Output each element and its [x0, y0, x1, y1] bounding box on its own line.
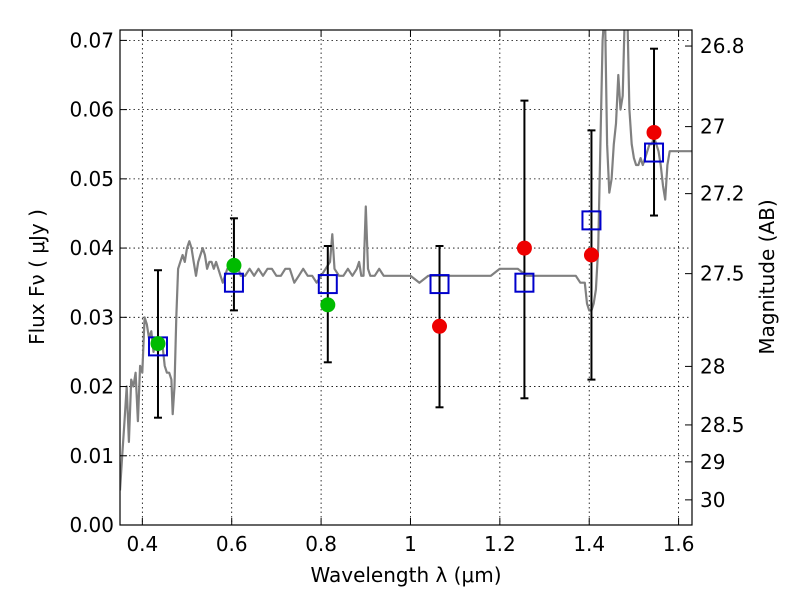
green-data-point — [150, 336, 166, 352]
right-tick-label: 27.2 — [700, 182, 745, 206]
y-tick-label: 0.02 — [69, 375, 114, 399]
right-tick-label: 28.5 — [700, 413, 745, 437]
model-photometry-square — [644, 142, 665, 163]
red-data-point — [516, 240, 532, 256]
x-tick-label: 1 — [404, 532, 417, 556]
grid-lines — [120, 30, 692, 526]
y-axis-ticks: 0.00 0.01 0.02 0.03 0.04 0.05 0.06 0.07 — [69, 28, 127, 537]
y-axis-title: Flux Fν ( μJy ) — [25, 209, 49, 345]
red-data-point — [583, 247, 599, 263]
model-photometry-square — [514, 272, 535, 293]
right-tick-label: 29 — [700, 450, 725, 474]
y-tick-label: 0.05 — [69, 167, 114, 191]
data-markers — [147, 124, 665, 357]
model-spectrum-line — [120, 30, 692, 491]
x-axis-ticks: 0.4 0.6 0.8 1 1.2 1.4 1.6 — [126, 30, 695, 556]
error-bars — [153, 47, 659, 419]
red-data-point — [646, 124, 662, 140]
y-tick-label: 0.04 — [69, 236, 114, 260]
model-photometry-square — [581, 210, 602, 231]
model-spectrum — [120, 30, 692, 491]
x-tick-label: 1.6 — [663, 532, 695, 556]
x-tick-label: 1.2 — [484, 532, 516, 556]
right-axis-ticks: 26.8 27 27.2 27.5 28 28.5 29 30 — [685, 34, 745, 512]
x-axis-title: Wavelength λ (μm) — [310, 563, 501, 587]
y-tick-label: 0.01 — [69, 444, 114, 468]
right-axis-title: Magnitude (AB) — [755, 199, 779, 354]
x-tick-label: 1.4 — [573, 532, 605, 556]
right-tick-label: 28 — [700, 354, 725, 378]
plot-frame — [119, 29, 693, 526]
x-tick-label: 0.8 — [305, 532, 337, 556]
y-tick-label: 0.07 — [69, 28, 114, 52]
right-tick-label: 27.5 — [700, 262, 745, 286]
right-tick-label: 30 — [700, 488, 725, 512]
y-tick-label: 0.03 — [69, 305, 114, 329]
plot-area — [120, 30, 692, 491]
y-tick-label: 0.06 — [69, 98, 114, 122]
model-photometry-square — [223, 272, 244, 293]
right-tick-label: 27 — [700, 115, 725, 139]
red-data-point — [432, 318, 448, 334]
x-tick-label: 0.4 — [126, 532, 158, 556]
y-tick-label: 0.00 — [69, 513, 114, 537]
green-data-point — [226, 257, 242, 273]
green-data-point — [320, 297, 336, 313]
model-photometry-square — [429, 274, 450, 295]
model-photometry-square — [317, 274, 338, 295]
x-tick-label: 0.6 — [216, 532, 248, 556]
right-tick-label: 26.8 — [700, 34, 745, 58]
